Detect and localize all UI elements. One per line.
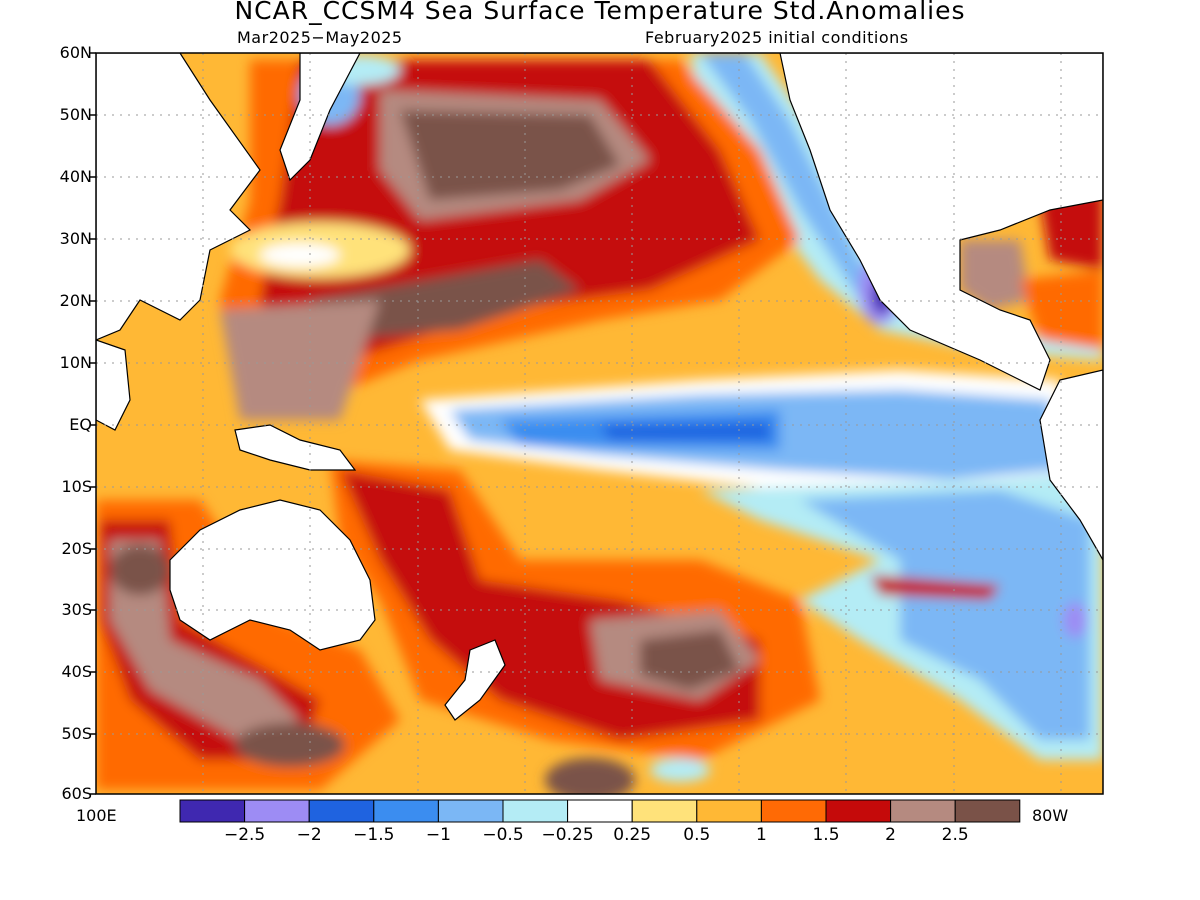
colorbar-swatch bbox=[373, 799, 439, 823]
colorbar-swatch bbox=[954, 799, 1021, 823]
colorbar-tick-label: −0.25 bbox=[541, 825, 594, 845]
colorbar-tick-label: −1.5 bbox=[353, 825, 395, 845]
colorbar-tick-label: −1 bbox=[425, 825, 451, 845]
lat-label: 40N bbox=[59, 167, 92, 186]
map-frame bbox=[95, 52, 1104, 795]
lat-label: 20N bbox=[59, 291, 92, 310]
colorbar-tick-label: 1 bbox=[755, 825, 767, 845]
colorbar-swatch bbox=[244, 799, 310, 823]
anomaly-field bbox=[96, 53, 1103, 794]
colorbar-swatch bbox=[696, 799, 762, 823]
lat-label: 10N bbox=[59, 353, 92, 372]
lon-label-left: 100E bbox=[76, 806, 117, 825]
colorbar-swatch bbox=[502, 799, 569, 823]
colorbar-swatch bbox=[308, 799, 375, 823]
colorbar-swatch bbox=[567, 799, 633, 823]
colorbar bbox=[179, 799, 1021, 823]
lat-label: 30S bbox=[61, 600, 92, 619]
colorbar-tick-label: −0.5 bbox=[482, 825, 524, 845]
colorbar-tick-label: 2 bbox=[885, 825, 897, 845]
colorbar-swatch bbox=[631, 799, 698, 823]
forecast-period: Mar2025−May2025 bbox=[237, 28, 403, 47]
colorbar-tick-label: 0.25 bbox=[613, 825, 652, 845]
lat-label: EQ bbox=[69, 415, 92, 434]
lat-label: 10S bbox=[61, 477, 92, 496]
map-title: NCAR_CCSM4 Sea Surface Temperature Std.A… bbox=[234, 0, 966, 25]
lat-label: 30N bbox=[59, 229, 92, 248]
colorbar-tick-label: −2 bbox=[296, 825, 322, 845]
colorbar-tick-label: −2.5 bbox=[223, 825, 266, 845]
initial-conditions: February2025 initial conditions bbox=[645, 28, 909, 47]
lon-label-right: 80W bbox=[1032, 806, 1069, 825]
colorbar-swatch bbox=[825, 799, 892, 823]
lat-ticks bbox=[90, 52, 96, 795]
lat-label: 40S bbox=[61, 662, 92, 681]
lat-label: 60N bbox=[59, 43, 92, 62]
colorbar-swatch bbox=[179, 799, 246, 823]
lat-label: 50N bbox=[59, 105, 92, 124]
land-masses bbox=[96, 53, 1103, 721]
lat-lon-grid bbox=[96, 53, 1103, 794]
colorbar-swatch bbox=[437, 799, 504, 823]
colorbar-tick-label: 1.5 bbox=[812, 825, 840, 845]
lat-label: 20S bbox=[61, 539, 92, 558]
colorbar-tick-label: 0.5 bbox=[683, 825, 711, 845]
colorbar-swatch bbox=[760, 799, 827, 823]
colorbar-swatch bbox=[890, 799, 956, 823]
lat-label: 50S bbox=[61, 724, 92, 743]
colorbar-tick-label: 2.5 bbox=[941, 825, 969, 845]
lat-label: 60S bbox=[61, 784, 92, 803]
